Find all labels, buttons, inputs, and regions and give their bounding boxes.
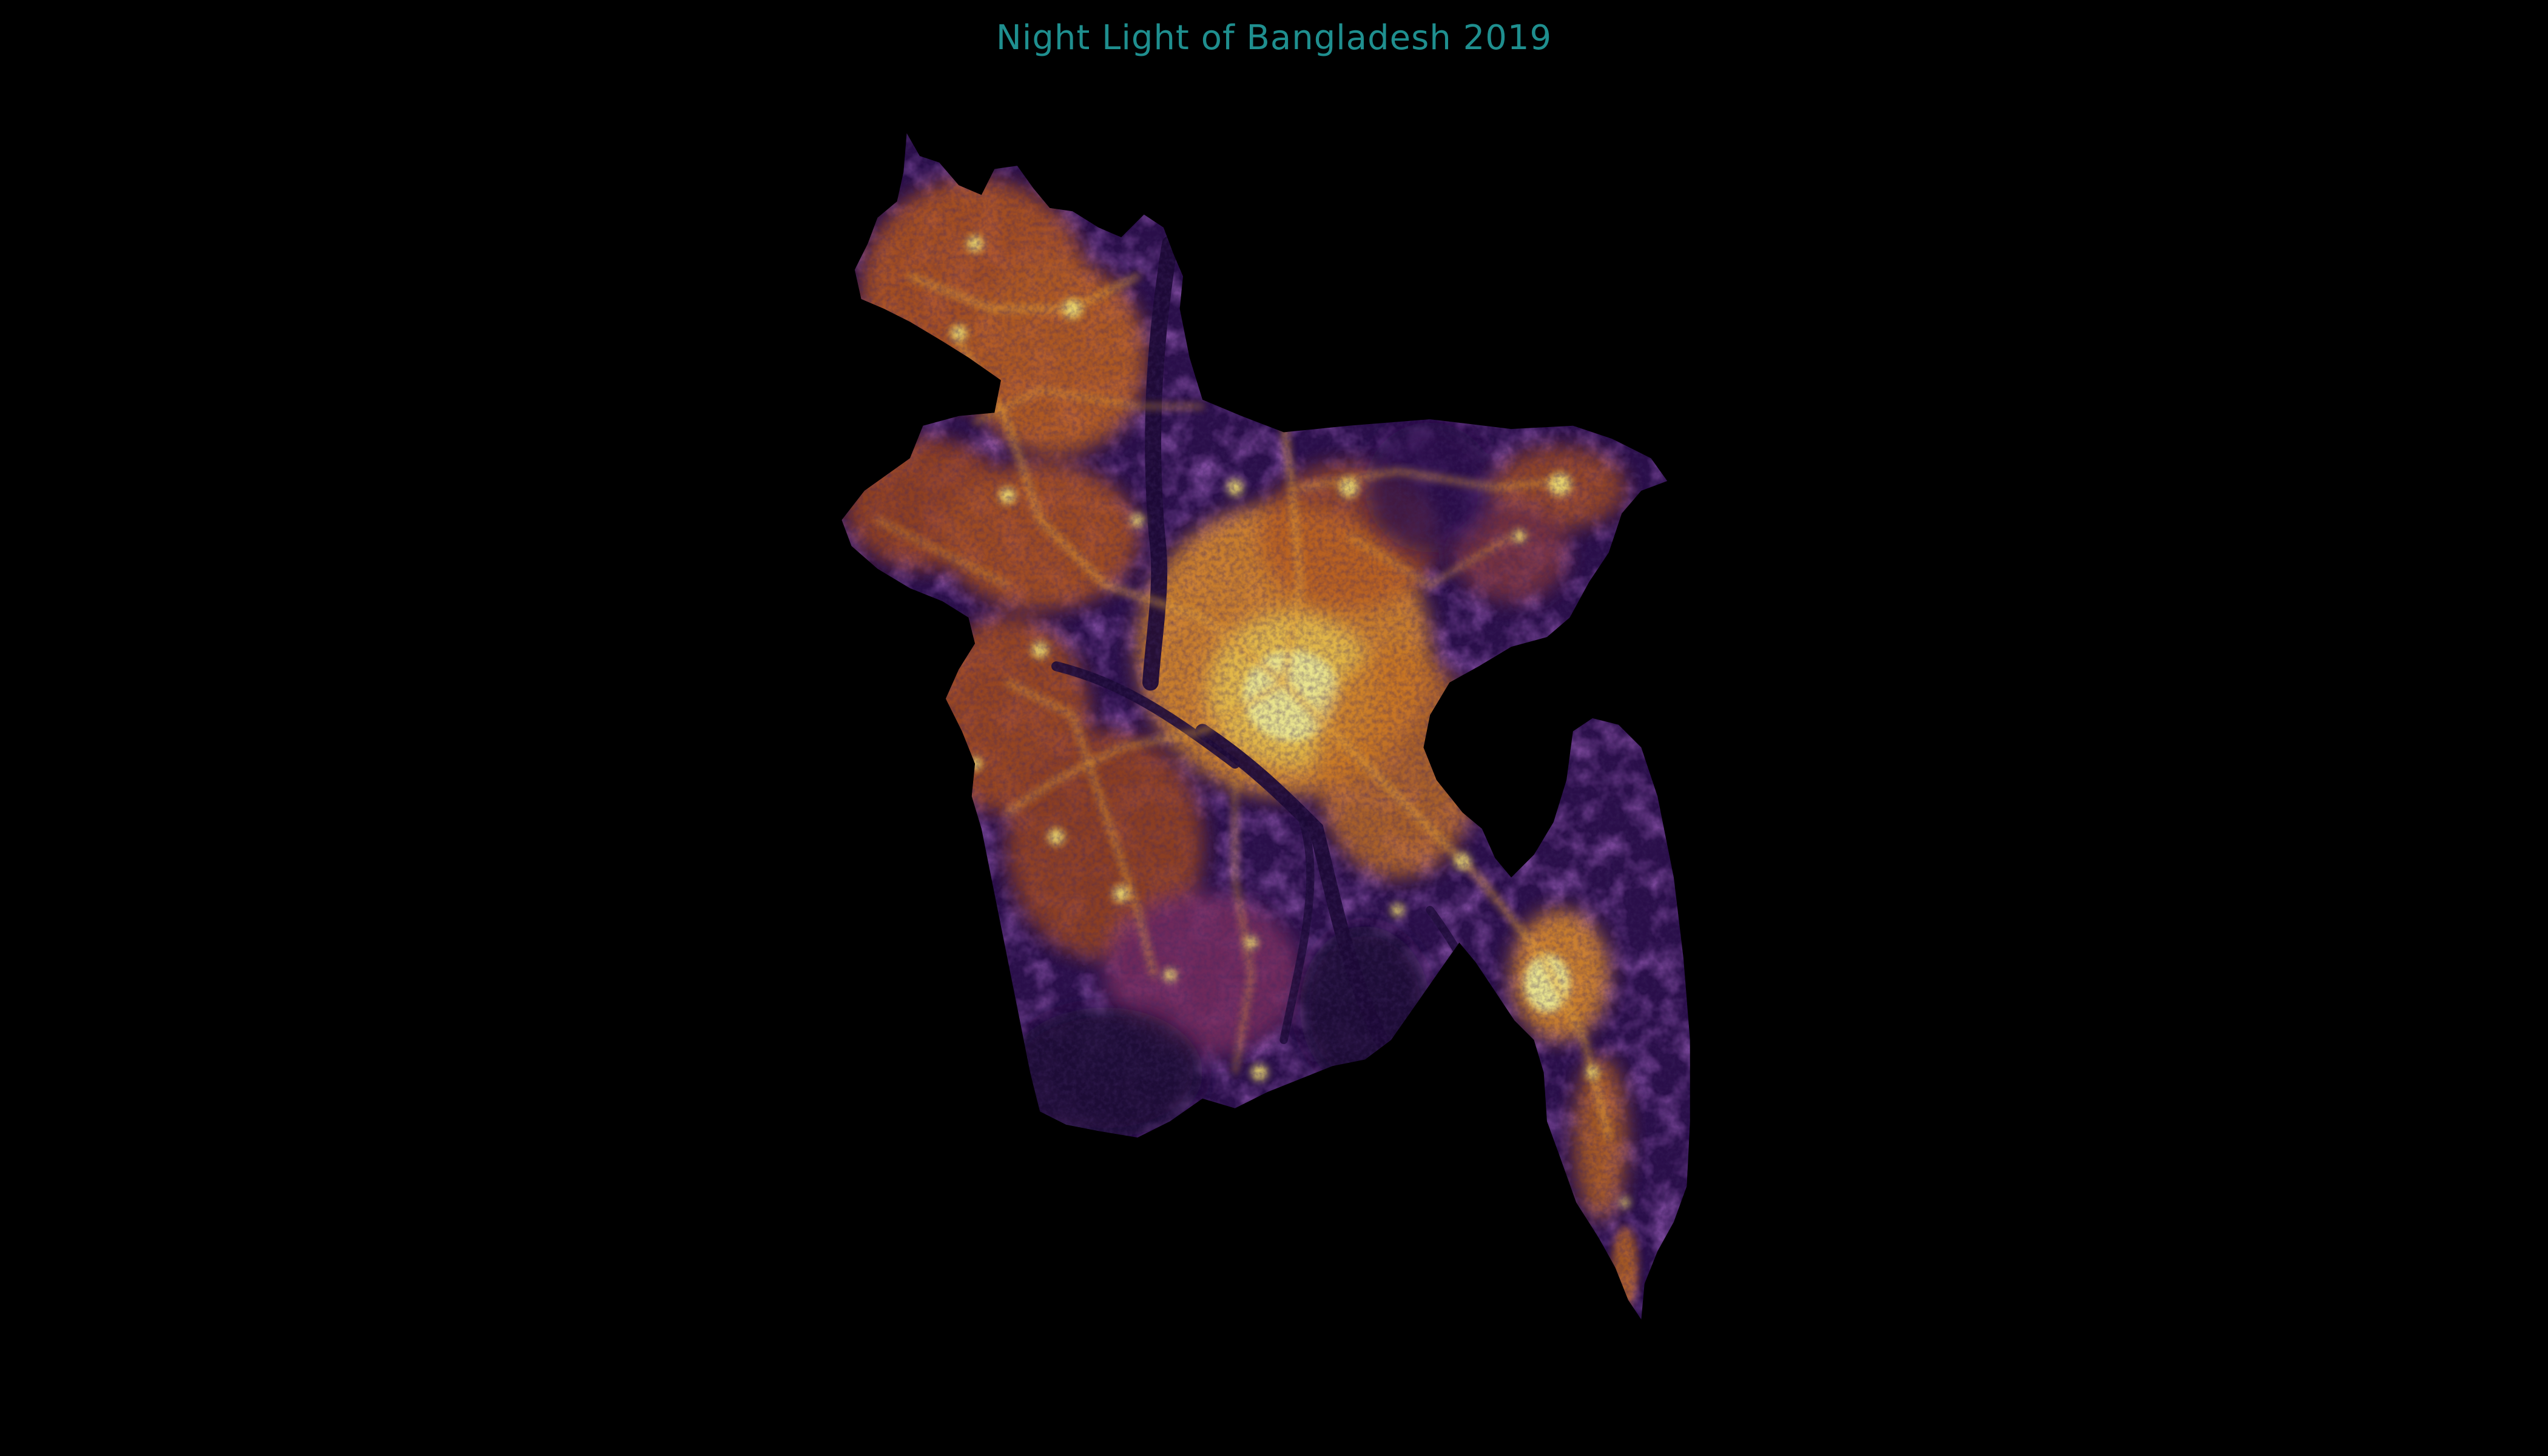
- map-title: Night Light of Bangladesh 2019: [996, 18, 1552, 58]
- speckle-layer: [841, 133, 1690, 1320]
